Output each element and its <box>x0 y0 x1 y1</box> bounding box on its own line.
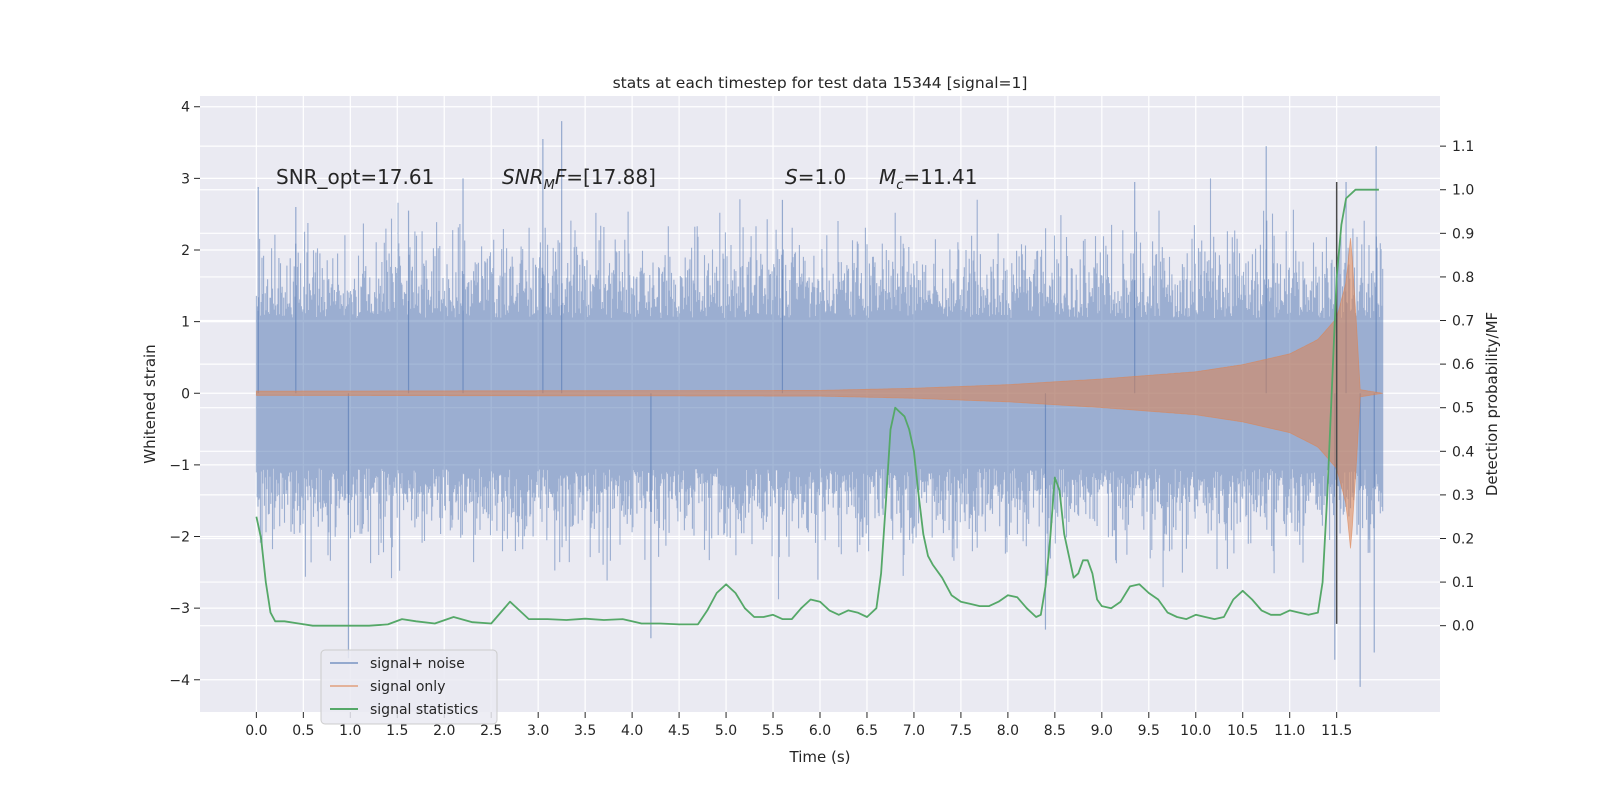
x-tick-label: 5.5 <box>762 723 784 739</box>
series-signal-statistics <box>255 188 1379 627</box>
legend-label-signal-only: signal only <box>370 679 445 695</box>
y-axis-ticks: 4 3 2 1 0 −1 −2 −3 −4 <box>169 100 200 689</box>
x-tick-label: 10.0 <box>1180 723 1211 739</box>
x-tick-label: 11.5 <box>1321 723 1352 739</box>
chart-title: stats at each timestep for test data 153… <box>613 74 1028 92</box>
y2-tick-label: 0.0 <box>1452 619 1474 635</box>
x-tick-label: 4.5 <box>668 723 690 739</box>
y2-tick-label: 0.9 <box>1452 226 1474 242</box>
legend: signal+ noise signal only signal statist… <box>320 649 498 725</box>
signal-only-trace <box>255 238 1383 549</box>
y-tick-label: 3 <box>181 171 190 187</box>
x-axis-label: Time (s) <box>789 748 851 766</box>
x-tick-label: 3.5 <box>574 723 596 739</box>
y-tick-label: 4 <box>181 100 190 116</box>
annotation-mc: Mc=11.41 <box>879 165 977 193</box>
y-tick-label: 2 <box>181 243 190 259</box>
y2-tick-label: 0.4 <box>1452 444 1474 460</box>
x-tick-label: 6.5 <box>856 723 878 739</box>
x-tick-label: 8.5 <box>1044 723 1066 739</box>
y2-tick-label: 0.7 <box>1452 314 1474 330</box>
x-tick-label: 5.0 <box>715 723 737 739</box>
x-tick-label: 0.0 <box>245 723 267 739</box>
x-tick-label: 2.0 <box>433 723 455 739</box>
x-tick-label: 11.0 <box>1274 723 1305 739</box>
y2-tick-label: 0.1 <box>1452 575 1474 591</box>
y-tick-label: −1 <box>169 458 190 474</box>
x-tick-label: 4.0 <box>621 723 643 739</box>
y2-tick-label: 1.1 <box>1452 139 1474 155</box>
annotation-snr-opt: SNR_opt=17.61 <box>276 165 434 189</box>
y2-tick-label: 1.0 <box>1452 183 1474 199</box>
x-tick-label: 9.0 <box>1091 723 1113 739</box>
x-tick-label: 10.5 <box>1227 723 1258 739</box>
x-axis-ticks: 0.0 0.5 1.0 1.5 2.0 2.5 3.0 3.5 4.0 4.5 5.0 5.5 6.0 6… <box>245 712 1352 739</box>
y-tick-label: 1 <box>181 315 190 331</box>
y-tick-label: −2 <box>169 530 190 546</box>
legend-label-signal-noise: signal+ noise <box>370 656 465 672</box>
series-signal-only <box>255 238 1383 549</box>
y-axis-label: Whitened strain <box>141 344 159 463</box>
y2-tick-label: 0.8 <box>1452 270 1474 286</box>
y-tick-label: −3 <box>169 601 190 617</box>
x-tick-label: 2.5 <box>480 723 502 739</box>
y2-tick-label: 0.2 <box>1452 531 1474 547</box>
x-tick-label: 7.5 <box>950 723 972 739</box>
y-tick-label: −4 <box>169 673 190 689</box>
y2-tick-label: 0.5 <box>1452 401 1474 417</box>
annotation-snr-mf: SNRMF=[17.88] <box>502 165 656 193</box>
y2-tick-label: 0.3 <box>1452 488 1474 504</box>
signal-statistics-trace <box>255 188 1379 627</box>
x-tick-label: 0.5 <box>292 723 314 739</box>
x-tick-label: 1.5 <box>386 723 408 739</box>
y2-axis-label: Detection probability/MF <box>1483 312 1501 496</box>
x-tick-label: 1.0 <box>339 723 361 739</box>
x-tick-label: 9.5 <box>1138 723 1160 739</box>
annotation-s: S=1.0 <box>785 165 846 189</box>
x-tick-label: 8.0 <box>997 723 1019 739</box>
legend-label-signal-statistics: signal statistics <box>370 702 478 718</box>
y2-tick-label: 0.6 <box>1452 357 1474 373</box>
y-tick-label: 0 <box>181 386 190 402</box>
y2-axis-ticks: 1.1 1.0 0.9 0.8 0.7 0.6 0.5 0.4 0.3 0.2 0.1 0.0 <box>1440 139 1474 635</box>
x-tick-label: 3.0 <box>527 723 549 739</box>
x-tick-label: 6.0 <box>809 723 831 739</box>
legend-box <box>320 649 498 725</box>
x-tick-label: 7.0 <box>903 723 925 739</box>
